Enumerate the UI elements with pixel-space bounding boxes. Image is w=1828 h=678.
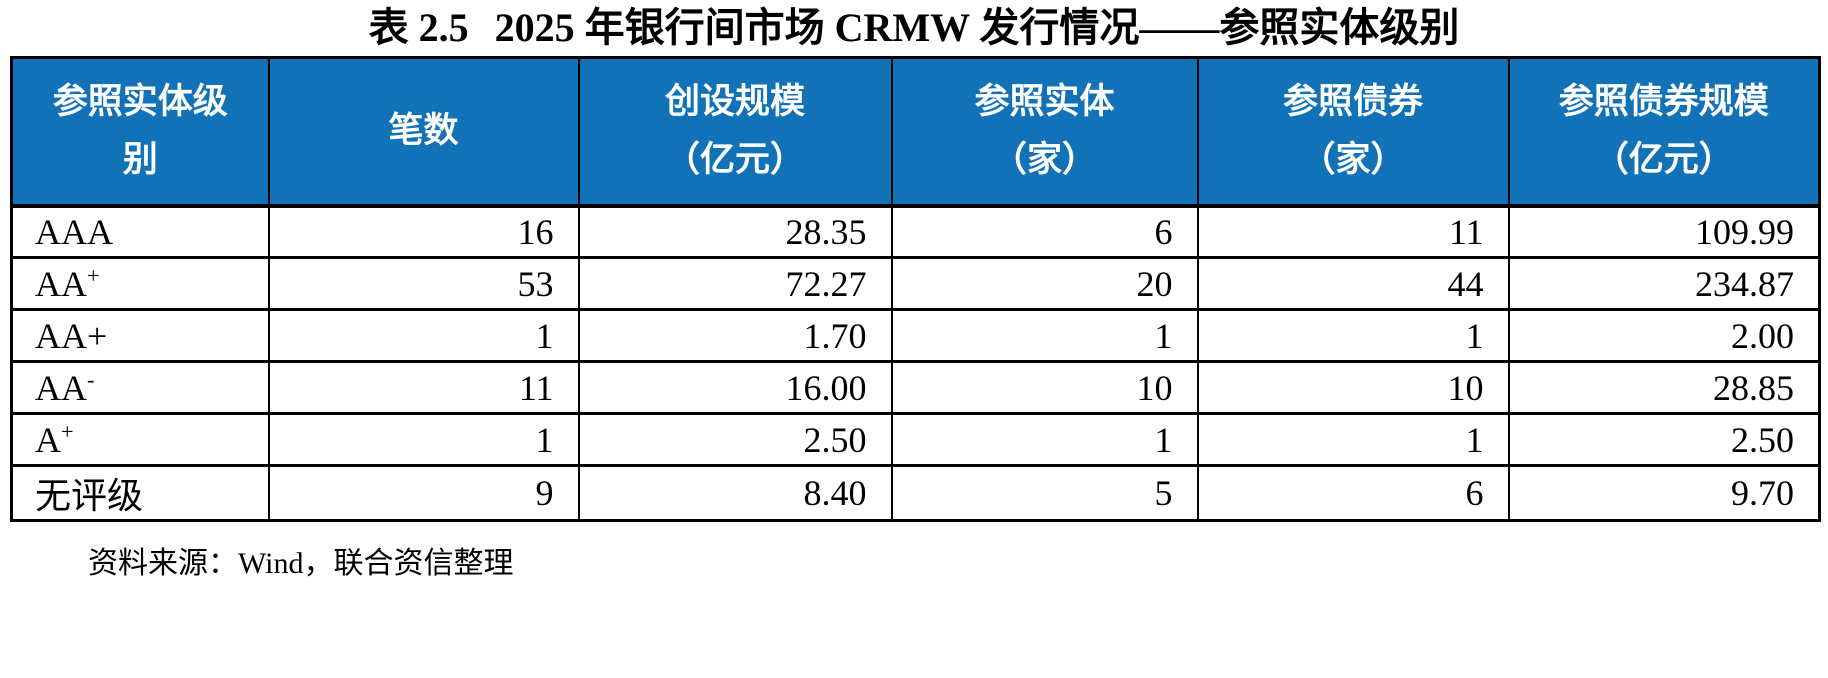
table-row: AAA 16 28.35 6 11 109.99: [10, 204, 1821, 259]
entity-count-cell: 10: [890, 360, 1199, 415]
issuance-scale-cell: 16.00: [577, 360, 893, 415]
entity-count-cell: 1: [890, 412, 1199, 467]
rating-cell: 无评级: [10, 464, 270, 522]
issuance-scale-cell: 8.40: [577, 464, 893, 522]
col-header-entity-count-label: 参照实体: [974, 82, 1115, 122]
bond-scale-cell: 2.50: [1507, 412, 1821, 467]
bond-count-cell: 6: [1196, 464, 1510, 522]
issuance-scale-cell: 2.50: [577, 412, 893, 467]
col-header-bond-scale-unit: （亿元）: [1593, 140, 1734, 180]
issuance-scale-cell: 72.27: [577, 256, 893, 311]
bond-count-cell: 1: [1196, 308, 1510, 363]
col-header-bond-scale-label: 参照债券规模: [1558, 82, 1769, 122]
rating-cell: AA+: [10, 256, 270, 311]
rating-cell: A+: [10, 412, 270, 467]
entity-count-cell: 20: [890, 256, 1199, 311]
bond-count-cell: 44: [1196, 256, 1510, 311]
bond-scale-cell: 234.87: [1507, 256, 1821, 311]
table-header: 参照实体级别 笔数 创设规模 （亿元） 参照实体 （家） 参照债券 （家: [10, 56, 1821, 208]
rating-cell: AA+: [10, 308, 270, 363]
col-header-bond-count: 参照债券 （家）: [1196, 56, 1510, 208]
entity-count-cell: 6: [890, 204, 1199, 259]
col-header-issuance-scale-label: 创设规模: [664, 82, 805, 122]
deal-count-cell: 16: [267, 204, 580, 259]
table-row: AA+ 1 1.70 1 1 2.00: [10, 308, 1821, 363]
bond-count-cell: 1: [1196, 412, 1510, 467]
bond-count-cell: 10: [1196, 360, 1510, 415]
col-header-entity-count-unit: （家）: [991, 140, 1097, 180]
deal-count-cell: 1: [267, 308, 580, 363]
col-header-bond-count-unit: （家）: [1300, 140, 1406, 180]
col-header-deal-count-label: 笔数: [388, 111, 459, 151]
issuance-scale-cell: 28.35: [577, 204, 893, 259]
table-title-text: 2025 年银行间市场 CRMW 发行情况——参照实体级别: [494, 5, 1460, 50]
col-header-deal-count: 笔数: [267, 56, 580, 208]
col-header-issuance-scale: 创设规模 （亿元）: [577, 56, 893, 208]
entity-count-cell: 1: [890, 308, 1199, 363]
table-row: A+ 1 2.50 1 1 2.50: [10, 412, 1821, 467]
table-row: 无评级 9 8.40 5 6 9.70: [10, 464, 1821, 522]
bond-scale-cell: 9.70: [1507, 464, 1821, 522]
issuance-scale-cell: 1.70: [577, 308, 893, 363]
bond-scale-cell: 28.85: [1507, 360, 1821, 415]
deal-count-cell: 11: [267, 360, 580, 415]
bond-scale-cell: 109.99: [1507, 204, 1821, 259]
source-note: 资料来源：Wind，联合资信整理: [88, 547, 514, 580]
col-header-bond-count-label: 参照债券: [1282, 82, 1423, 122]
report-page: 表 2.5 2025 年银行间市场 CRMW 发行情况——参照实体级别 参照实体级…: [0, 4, 1828, 678]
deal-count-cell: 53: [267, 256, 580, 311]
deal-count-cell: 1: [267, 412, 580, 467]
table-row: AA- 11 16.00 10 10 28.85: [10, 360, 1821, 415]
col-header-bond-scale: 参照债券规模 （亿元）: [1507, 56, 1821, 208]
crmw-issuance-table: 参照实体级别 笔数 创设规模 （亿元） 参照实体 （家） 参照债券 （家: [10, 56, 1821, 522]
col-header-issuance-scale-unit: （亿元）: [664, 140, 805, 180]
col-header-rating: 参照实体级别: [10, 56, 270, 208]
bond-count-cell: 11: [1196, 204, 1510, 259]
table-number: 表 2.5: [368, 5, 469, 50]
rating-cell: AAA: [10, 204, 270, 259]
table-body: AAA 16 28.35 6 11 109.99 AA+ 53 72.27 20…: [10, 204, 1821, 522]
deal-count-cell: 9: [267, 464, 580, 522]
table-title: 表 2.5 2025 年银行间市场 CRMW 发行情况——参照实体级别: [0, 4, 1828, 52]
col-header-entity-count: 参照实体 （家）: [890, 56, 1199, 208]
rating-cell: AA-: [10, 360, 270, 415]
header-row: 参照实体级别 笔数 创设规模 （亿元） 参照实体 （家） 参照债券 （家: [10, 56, 1821, 208]
col-header-rating-label: 参照实体级别: [52, 82, 228, 180]
bond-scale-cell: 2.00: [1507, 308, 1821, 363]
entity-count-cell: 5: [890, 464, 1199, 522]
table-row: AA+ 53 72.27 20 44 234.87: [10, 256, 1821, 311]
